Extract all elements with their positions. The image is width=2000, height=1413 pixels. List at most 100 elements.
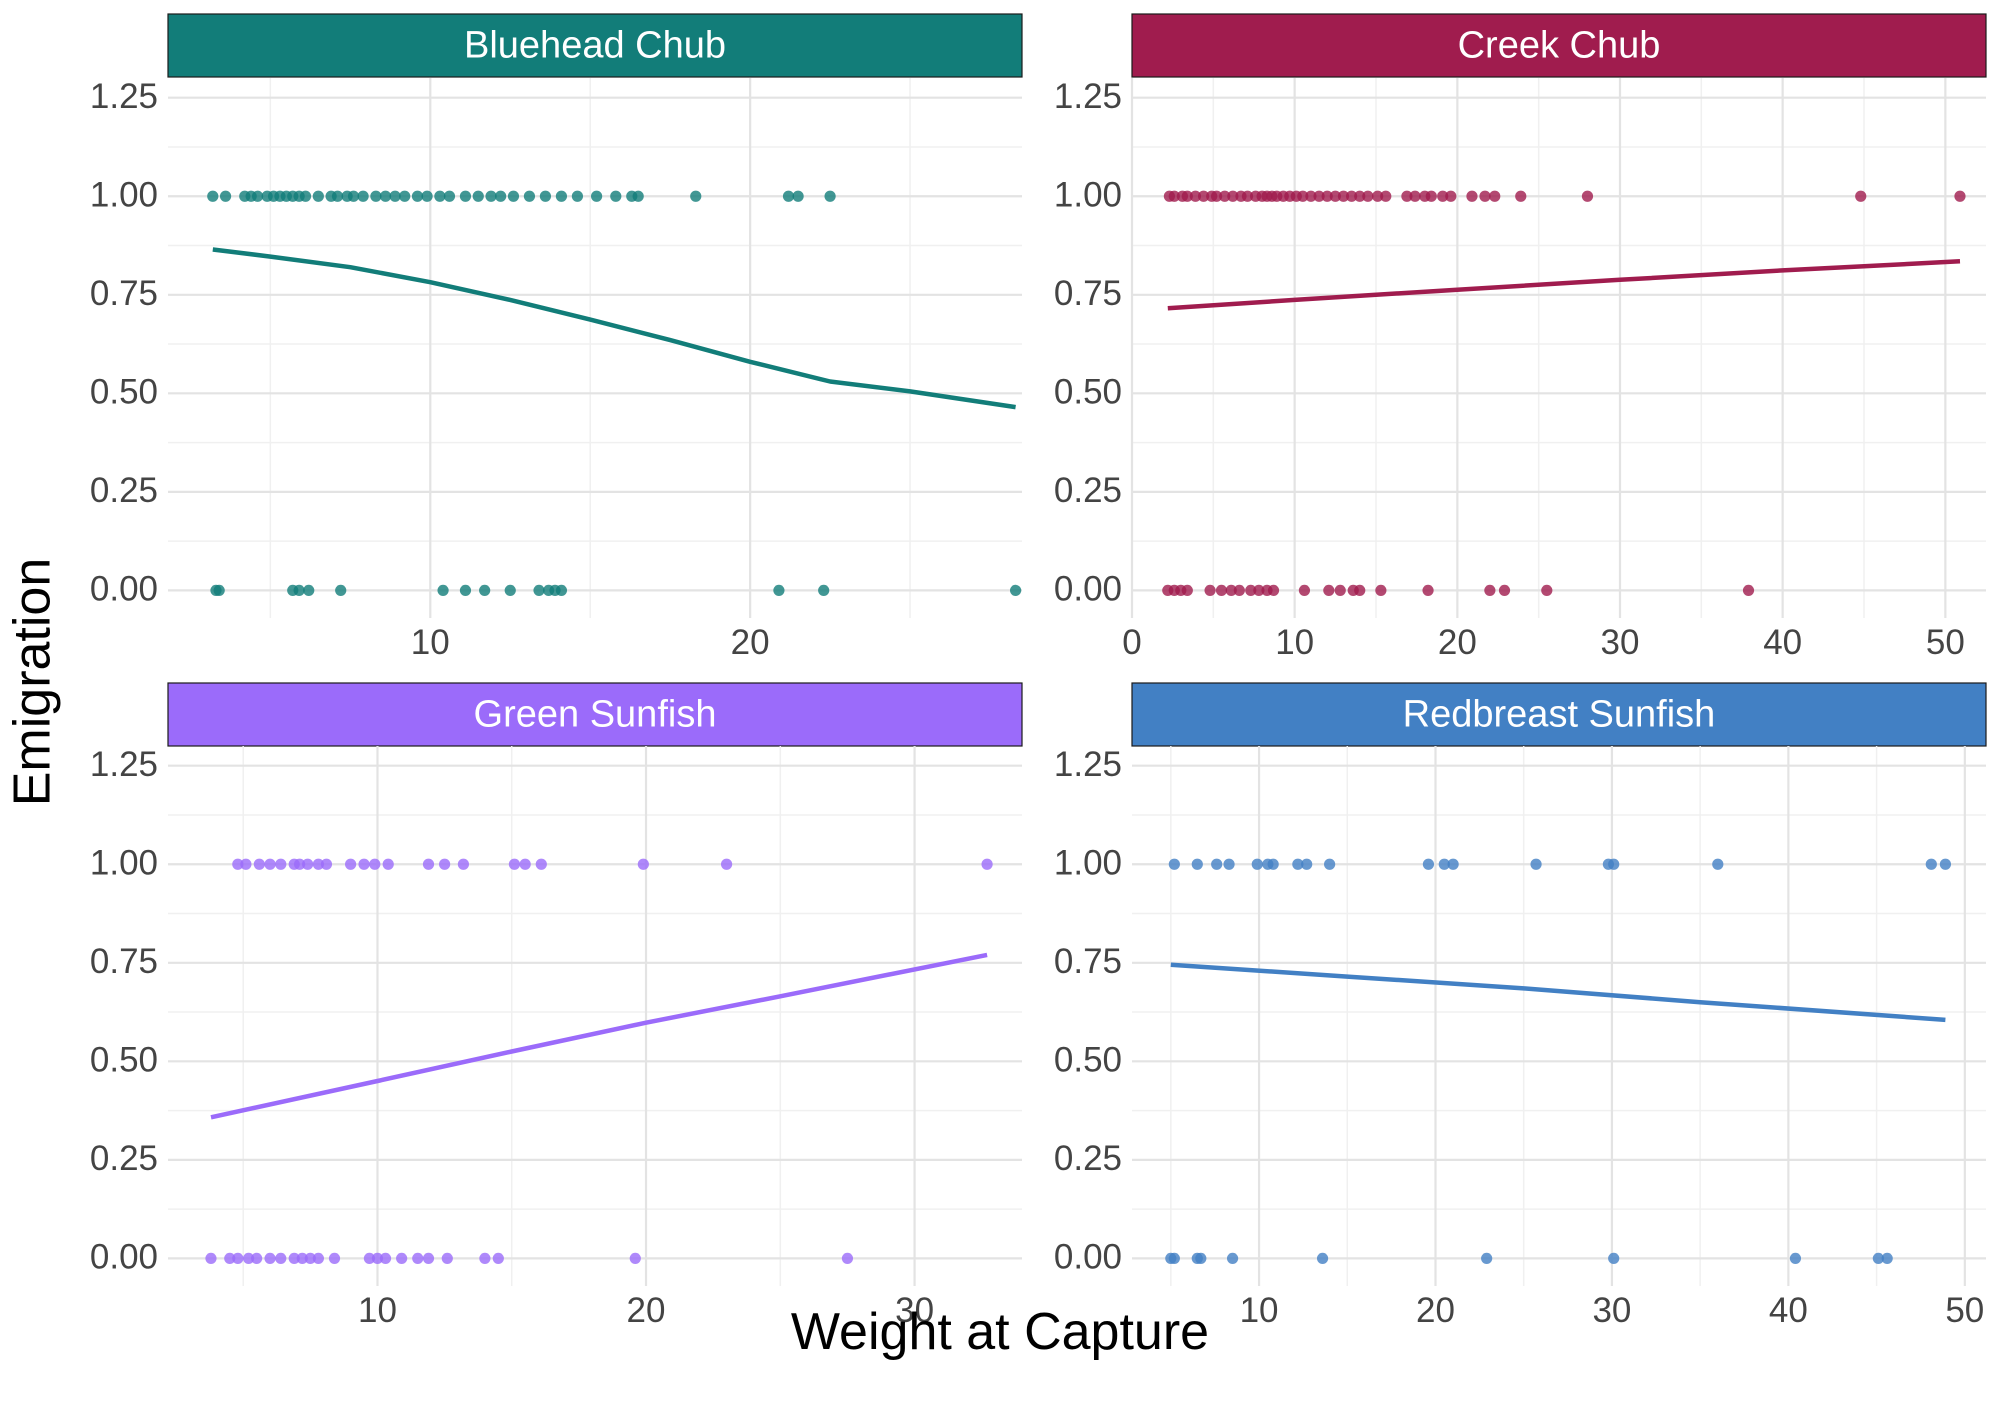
data-point — [1233, 584, 1245, 597]
data-point — [1354, 190, 1366, 202]
data-point — [1292, 858, 1304, 870]
facet-panel: Redbreast Sunfish 0.00 0.25 0.50 0.75 1.00 1.2… — [1054, 682, 1987, 1330]
data-point — [632, 190, 644, 202]
data-point — [1372, 190, 1384, 202]
data-point — [523, 190, 536, 202]
data-point — [495, 190, 507, 202]
data-point — [1267, 584, 1280, 597]
data-point — [1316, 1252, 1329, 1265]
data-point — [824, 190, 836, 202]
data-point — [555, 584, 568, 597]
data-point — [459, 584, 472, 597]
y-tick-label: 1.25 — [1054, 77, 1122, 116]
y-axis-title: Emigration — [6, 558, 62, 807]
y-tick-label: 1.00 — [90, 175, 158, 214]
data-point — [485, 190, 497, 202]
data-point — [479, 1252, 491, 1265]
data-point — [1445, 190, 1457, 202]
data-point — [370, 190, 382, 202]
data-point — [637, 858, 649, 870]
facet-strip — [1131, 13, 1987, 78]
data-point — [1337, 190, 1350, 202]
x-tick-label: 20 — [731, 623, 770, 662]
data-point — [555, 190, 568, 202]
data-point — [508, 858, 521, 870]
data-point — [441, 1252, 453, 1265]
facet-strip — [167, 13, 1023, 78]
facet-strip-label: Redbreast Sunfish — [1403, 694, 1716, 736]
data-point — [1422, 858, 1435, 870]
x-tick-label: 40 — [1763, 623, 1802, 662]
y-tick-label: 1.25 — [1054, 745, 1122, 784]
x-tick-label: 20 — [1416, 1291, 1455, 1330]
data-point — [1498, 584, 1511, 597]
data-point — [207, 190, 219, 202]
data-point — [358, 858, 370, 870]
data-point — [1447, 858, 1459, 870]
data-point — [504, 584, 516, 597]
data-point — [1362, 190, 1374, 202]
data-point — [371, 1252, 384, 1265]
y-tick-label: 0.50 — [1054, 373, 1122, 412]
data-point — [1226, 1252, 1239, 1265]
x-tick-label: 30 — [1601, 623, 1640, 662]
data-point — [389, 190, 401, 202]
data-point — [1742, 584, 1755, 597]
data-point — [205, 1252, 217, 1265]
data-point — [363, 1252, 376, 1265]
facet-strip — [167, 682, 1023, 747]
data-point — [1425, 190, 1437, 202]
data-point — [379, 190, 392, 202]
data-point — [299, 190, 312, 202]
data-point — [1223, 858, 1235, 870]
data-point — [379, 1252, 392, 1265]
data-point — [1401, 190, 1413, 202]
data-point — [296, 1252, 308, 1265]
fitted-line — [212, 247, 1016, 410]
data-point — [312, 190, 324, 202]
data-point — [1191, 858, 1203, 870]
data-point — [1297, 190, 1309, 202]
data-point — [345, 858, 357, 870]
data-point — [1313, 190, 1325, 202]
data-point — [369, 858, 381, 870]
y-tick-label: 1.25 — [90, 77, 158, 116]
data-point — [232, 1252, 244, 1265]
data-point — [1346, 190, 1358, 202]
data-point — [396, 1252, 408, 1265]
data-point — [773, 584, 785, 597]
data-point — [357, 190, 369, 202]
data-point — [213, 584, 225, 597]
data-point — [792, 190, 804, 202]
data-point — [240, 858, 252, 870]
data-point — [629, 1252, 641, 1265]
data-point — [331, 190, 344, 202]
data-point — [293, 858, 306, 870]
data-point — [690, 190, 702, 202]
data-point — [251, 190, 264, 202]
y-tick-label: 0.50 — [90, 1041, 158, 1080]
data-point — [224, 1252, 236, 1265]
data-point — [841, 1252, 854, 1265]
x-tick-label: 20 — [627, 1291, 666, 1330]
data-point — [1227, 190, 1239, 202]
x-tick-label: 0 — [1122, 623, 1141, 662]
data-point — [1581, 190, 1594, 202]
data-point — [421, 190, 433, 202]
data-point — [422, 1252, 435, 1265]
x-tick-label: 10 — [358, 1291, 397, 1330]
fitted-line — [1167, 259, 1961, 311]
data-point — [610, 190, 622, 202]
y-tick-label: 1.00 — [1054, 843, 1122, 882]
data-point — [328, 1252, 341, 1265]
data-point — [1219, 190, 1231, 202]
data-point — [472, 190, 484, 202]
data-point — [1789, 1252, 1802, 1265]
data-point — [251, 1252, 263, 1265]
data-point — [492, 1252, 504, 1265]
data-point — [1324, 858, 1336, 870]
data-point — [1267, 858, 1279, 870]
data-point — [1181, 190, 1193, 202]
facet-strip-label: Bluehead Chub — [464, 25, 726, 67]
data-point — [443, 190, 456, 202]
